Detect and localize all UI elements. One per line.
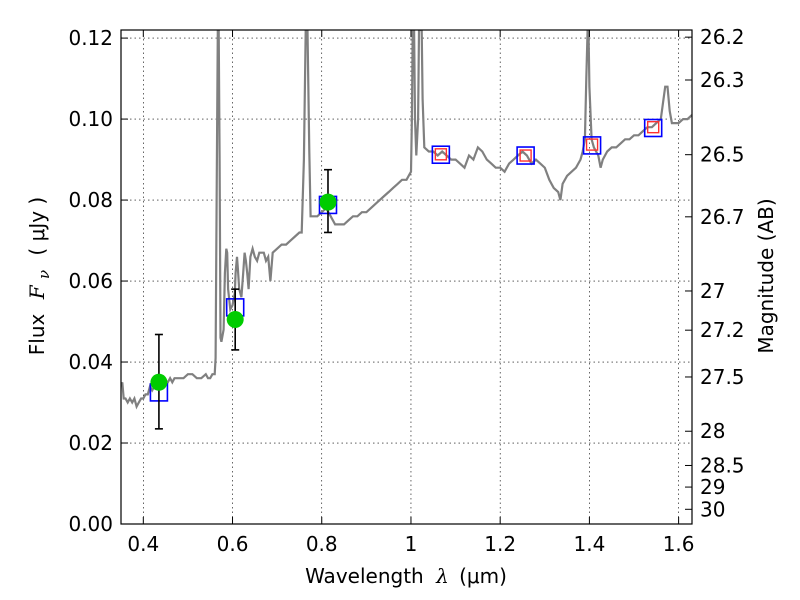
- y-tick-label: 0.08: [68, 188, 113, 212]
- x-tick-label: 0.4: [127, 532, 159, 556]
- x-tick-label: 0.8: [306, 532, 338, 556]
- spectrum-layer: [121, 30, 692, 410]
- observed-photometry-square: [519, 149, 532, 162]
- y2-tick-label: 28: [700, 419, 725, 443]
- x-tick-label: 1.2: [484, 532, 516, 556]
- y2-tick-label: 27.2: [700, 318, 745, 342]
- observed-photometry-square: [434, 148, 448, 161]
- x-tick-label: 0.6: [217, 532, 249, 556]
- x-axis-label: Wavelength λ (μm): [305, 564, 507, 588]
- y-tick-label: 0.02: [68, 431, 113, 455]
- x-tick-label: 1.6: [663, 532, 695, 556]
- y-tick-label: 0.04: [68, 350, 113, 374]
- observed-photometry-square: [646, 120, 660, 134]
- model-spectrum-line: [121, 30, 692, 410]
- model-photometry-square: [643, 118, 663, 138]
- y2-tick-label: 28.5: [700, 453, 745, 477]
- y2-axis-label: Magnitude (AB): [754, 198, 778, 353]
- model-photometry-square: [431, 145, 451, 165]
- y-axis-label: Flux F ν ( μJy ): [25, 197, 54, 355]
- model-photometry-square: [582, 136, 602, 155]
- observed-flux-point: [319, 193, 337, 211]
- tick-labels-layer: 0.4 0.6 0.8 1 1.2 1.4 1.6 0.00 0.02 0.04 0.06 0.08 0…: [68, 25, 744, 556]
- y2-tick-label: 26.2: [700, 25, 745, 49]
- ticks-layer: [121, 30, 692, 525]
- x-tick-label: 1: [405, 532, 418, 556]
- markers-layer: [149, 118, 663, 430]
- y2-tick-label: 26.3: [700, 68, 745, 92]
- y2-tick-label: 26.5: [700, 143, 745, 167]
- y2-tick-label: 26.7: [700, 205, 745, 229]
- y-tick-label: 0.12: [68, 26, 113, 50]
- y2-tick-label: 27.5: [700, 365, 745, 389]
- y-tick-label: 0.00: [68, 512, 113, 536]
- y2-tick-label: 29: [700, 475, 725, 499]
- x-tick-label: 1.4: [573, 532, 605, 556]
- observed-flux-point: [150, 373, 168, 391]
- observed-photometry-square: [585, 138, 599, 151]
- plot-frame: [120, 29, 693, 525]
- grid-lines: [121, 30, 692, 525]
- y2-tick-label: 30: [700, 497, 725, 521]
- observed-flux-point: [226, 311, 244, 329]
- y2-tick-label: 27: [700, 279, 725, 303]
- y-tick-label: 0.10: [68, 107, 113, 131]
- y-tick-label: 0.06: [68, 269, 113, 293]
- model-photometry-square: [516, 146, 535, 165]
